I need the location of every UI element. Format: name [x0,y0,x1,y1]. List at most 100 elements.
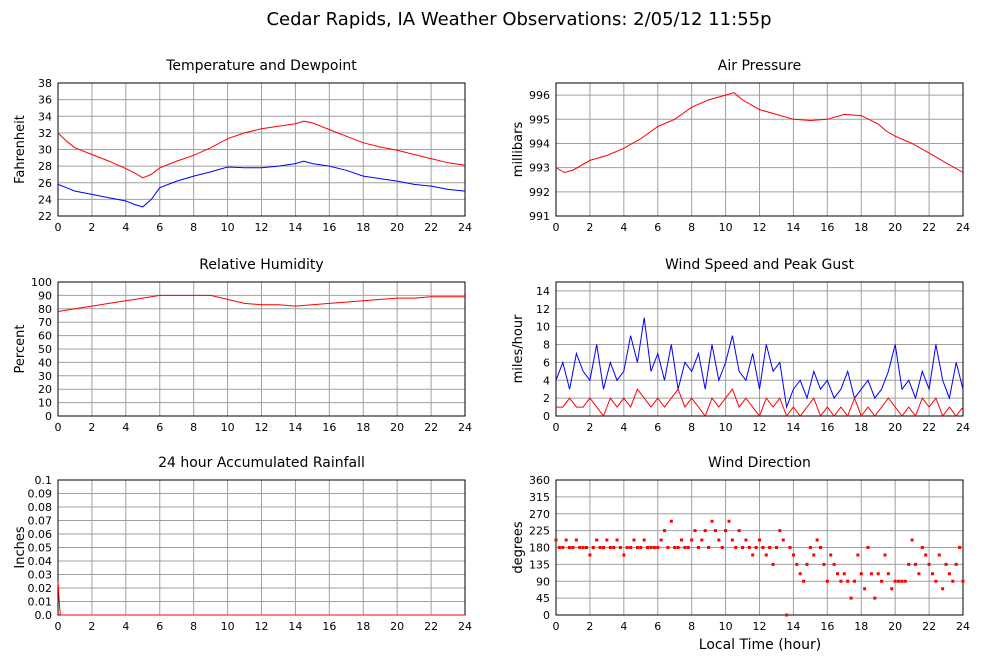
data-point [720,546,724,549]
data-point [944,562,948,566]
data-point [863,587,867,591]
y-tick-label: 270 [529,508,550,521]
data-point [859,572,863,576]
data-point [849,596,853,600]
data-point [727,519,731,523]
x-tick-label: 16 [322,221,336,234]
data-point [663,529,667,533]
data-point [886,572,890,576]
x-tick-label: 0 [553,221,560,234]
y-tick-label: 34 [38,110,52,123]
x-tick-label: 8 [688,620,695,633]
data-point [676,546,680,549]
data-point [795,562,799,566]
data-point [934,579,938,583]
x-tick-label: 6 [654,421,661,434]
data-point [883,553,887,557]
series-red-line [57,294,465,312]
data-point [822,562,826,566]
data-point [852,579,856,583]
data-point [788,546,792,549]
x-tick-label: 10 [221,421,235,434]
data-point [791,553,795,557]
x-tick-label: 4 [122,421,129,434]
x-tick-label: 18 [356,221,370,234]
data-point [846,579,850,583]
y-tick-label: 315 [529,491,550,504]
data-point [958,546,962,549]
x-tick-label: 24 [956,221,970,234]
y-tick-label: 0.01 [28,596,53,609]
y-tick-label: 4 [543,374,550,387]
data-point [693,529,697,533]
x-tick-label: 24 [458,221,472,234]
y-tick-label: 45 [536,592,550,605]
x-tick-label: 12 [753,221,767,234]
x-tick-label: 6 [654,221,661,234]
y-tick-label: 995 [529,113,550,126]
y-tick-label: 40 [38,356,52,369]
x-tick-label: 22 [424,221,438,234]
data-point [876,572,880,576]
y-tick-label: 50 [38,343,52,356]
data-point [927,562,931,566]
data-point [734,546,738,549]
data-point [829,553,833,557]
x-tick-label: 2 [88,620,95,633]
y-tick-label: 90 [38,289,52,302]
data-point [696,546,700,549]
data-point [781,538,785,542]
y-tick-label: 26 [38,177,52,190]
x-tick-label: 22 [922,421,936,434]
x-tick-label: 0 [55,421,62,434]
y-tick-label: 12 [536,303,550,316]
data-point [798,572,802,576]
y-tick-label: 0.03 [28,569,53,582]
data-point [914,562,918,566]
y-axis-label: Inches [13,526,28,568]
y-tick-label: 28 [38,160,52,173]
x-tick-label: 18 [854,421,868,434]
data-point [917,572,921,576]
y-tick-label: 14 [536,285,550,298]
data-point [601,546,605,549]
data-point [673,546,677,549]
x-tick-label: 6 [156,620,163,633]
x-tick-label: 8 [688,221,695,234]
data-point [930,572,934,576]
data-point [625,546,629,549]
data-point [836,572,840,576]
data-point [815,538,819,542]
data-point [924,553,928,557]
x-tick-label: 18 [356,620,370,633]
x-tick-label: 12 [255,421,269,434]
panel-title: Wind Speed and Peak Gust [665,257,854,273]
x-tick-label: 10 [221,221,235,234]
data-point [832,562,836,566]
data-point [679,538,683,542]
y-tick-label: 30 [38,370,52,383]
data-point [578,546,582,549]
data-point [642,538,646,542]
y-tick-label: 22 [38,210,52,223]
data-point [842,572,846,576]
y-tick-label: 0 [543,410,550,423]
x-tick-label: 24 [458,620,472,633]
x-tick-label: 14 [288,421,302,434]
x-tick-label: 8 [190,421,197,434]
x-tick-label: 22 [424,421,438,434]
x-tick-label: 8 [190,221,197,234]
data-point [951,579,955,583]
x-tick-label: 4 [620,620,627,633]
data-point [802,579,806,583]
x-tick-label: 2 [88,421,95,434]
data-point [700,538,704,542]
y-tick-label: 36 [38,94,52,107]
y-tick-label: 0.0 [35,609,53,622]
x-tick-label: 4 [620,421,627,434]
y-tick-label: 8 [543,339,550,352]
series-blue-line [57,160,466,208]
